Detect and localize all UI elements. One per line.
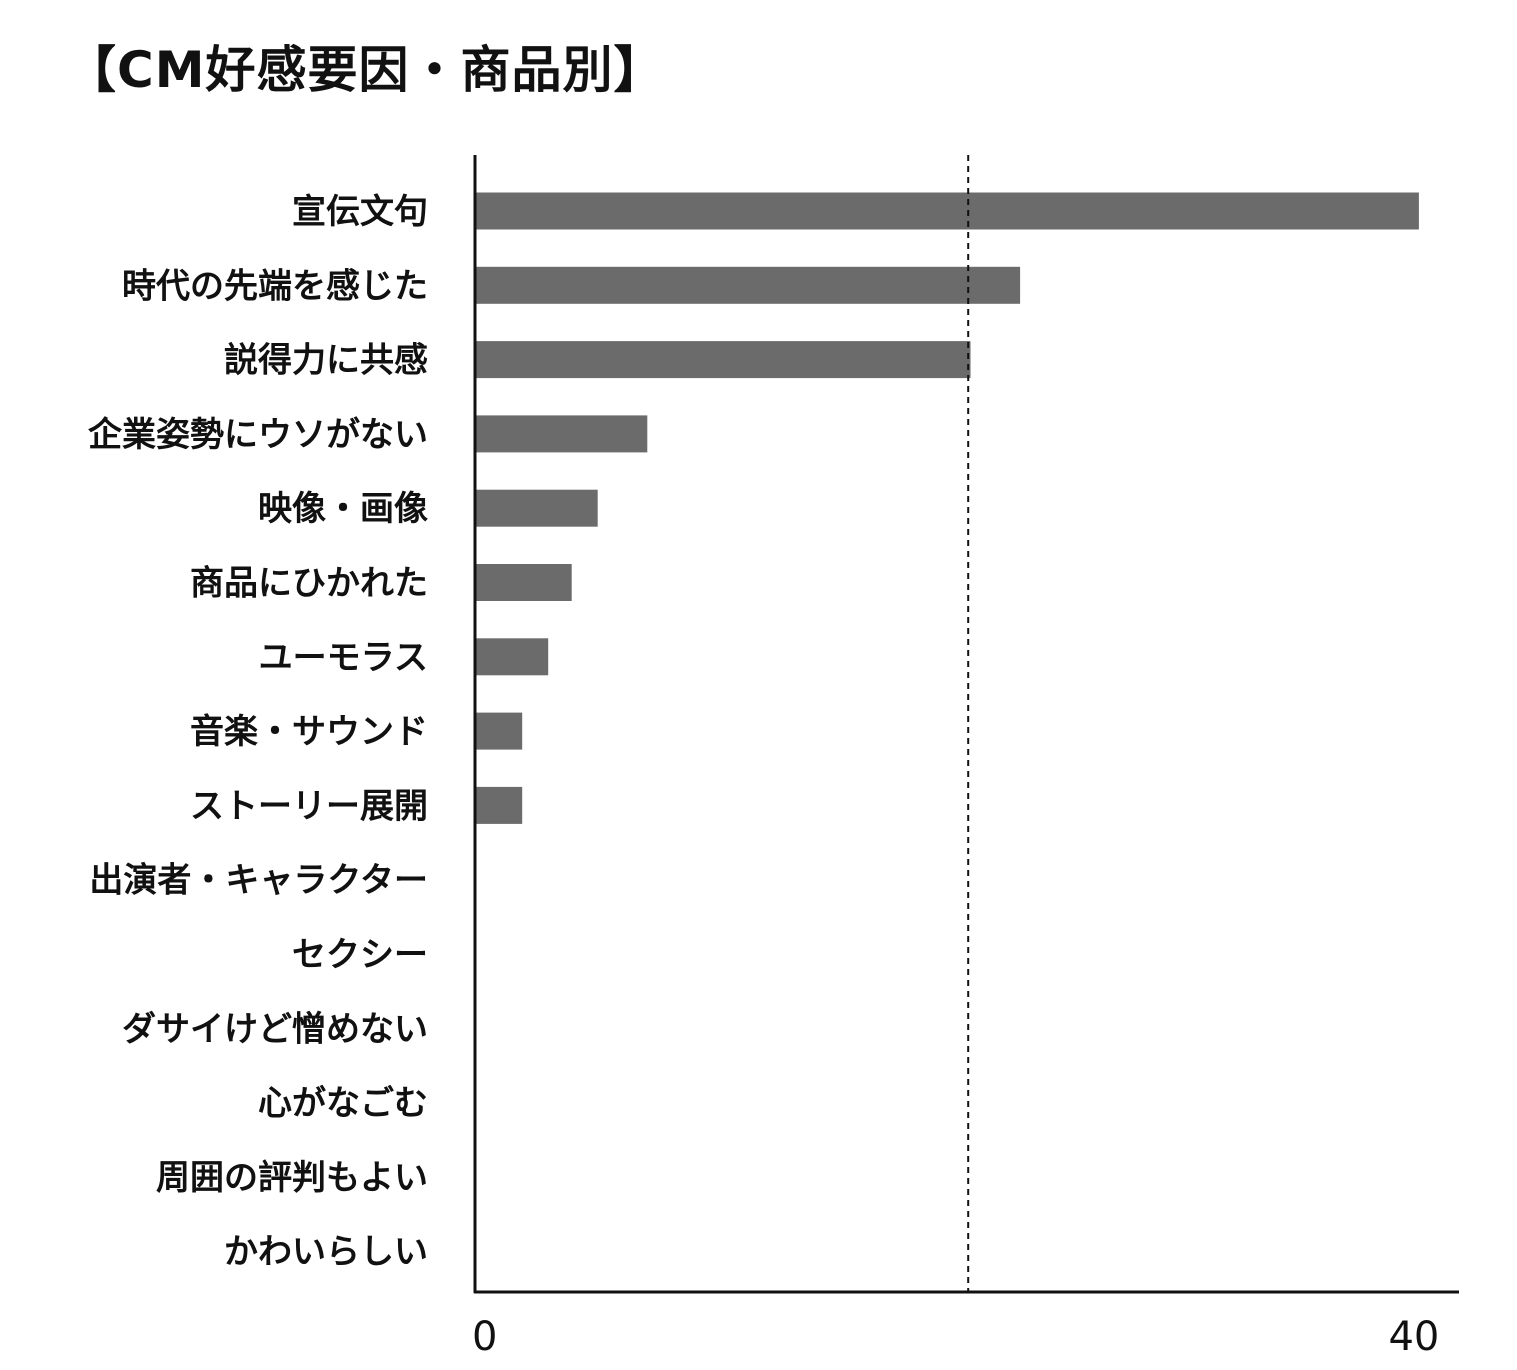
category-label-12: ダサイけど憎めない [122,1009,428,1049]
bar-6 [475,564,572,601]
category-label-3: 説得力に共感 [224,341,428,381]
category-label-14: 周囲の評判もよい [156,1158,428,1198]
x-tick-label-40: 40 [1388,1314,1439,1360]
category-label-6: 商品にひかれた [190,564,428,604]
bar-3 [475,341,971,379]
category-label-9: ストーリー展開 [190,786,428,826]
category-label-11: セクシー [292,935,428,975]
category-label-15: かわいらしい [224,1232,428,1272]
category-label-5: 映像・画像 [258,489,428,529]
axis-layer [473,155,1459,1294]
bar-5 [475,489,598,527]
chart-title: 【CM好感要因・商品別】 [66,41,665,99]
category-label-13: 心がなごむ [258,1084,428,1124]
category-labels-layer: 宣伝文句時代の先端を感じた説得力に共感企業姿勢にウソがない映像・画像商品にひかれ… [88,192,428,1272]
category-label-2: 時代の先端を感じた [122,266,428,306]
category-label-10: 出演者・キャラクター [89,861,428,901]
bar-1 [475,192,1419,230]
category-label-8: 音楽・サウンド [190,712,428,752]
bar-8 [475,712,523,750]
category-label-1: 宣伝文句 [292,192,428,232]
bar-4 [475,415,648,453]
x-tick-label-0: 0 [472,1314,497,1360]
category-label-7: ユーモラス [259,638,428,678]
bar-7 [475,638,549,676]
bars-layer [475,192,1419,824]
category-label-4: 企業姿勢にウソがない [88,415,428,455]
bar-2 [475,266,1021,304]
bar-9 [475,786,523,824]
tick-labels-layer: 0 40 [472,1314,1439,1360]
